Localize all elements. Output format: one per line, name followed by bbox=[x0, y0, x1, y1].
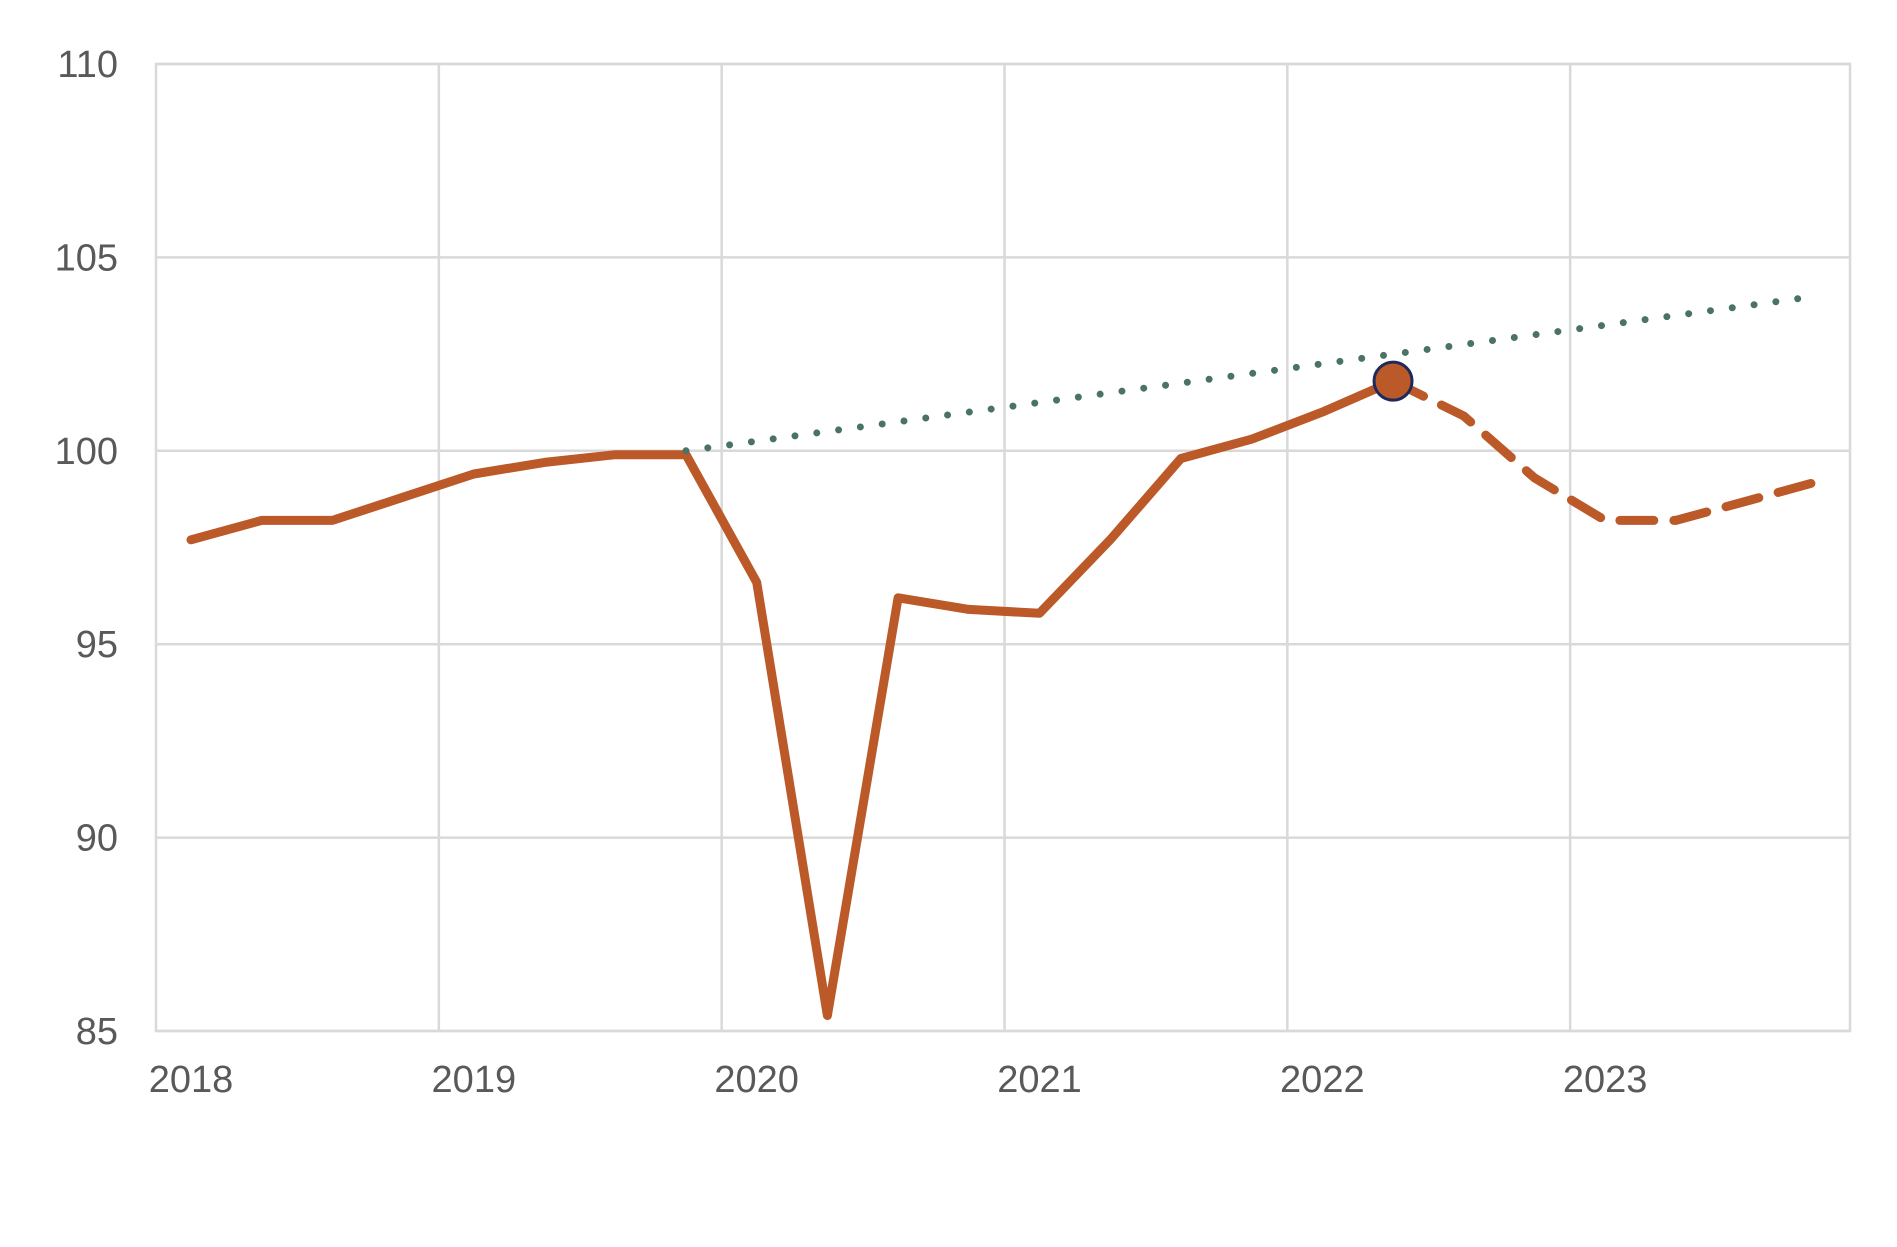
x-tick-label-2021: 2021 bbox=[997, 1059, 1082, 1101]
x-tick-label-2023: 2023 bbox=[1563, 1059, 1648, 1101]
x-tick-label-2020: 2020 bbox=[714, 1059, 799, 1101]
y-tick-label-85: 85 bbox=[76, 1011, 118, 1053]
highlight-point-marker bbox=[1372, 360, 1414, 402]
markers bbox=[1372, 360, 1414, 402]
x-tick-label-2018: 2018 bbox=[149, 1059, 234, 1101]
y-tick-label-95: 95 bbox=[76, 624, 118, 666]
x-tick-label-2022: 2022 bbox=[1280, 1059, 1365, 1101]
series-lines bbox=[186, 292, 1822, 1020]
series-line-dotted bbox=[682, 292, 1821, 455]
series-line-solid bbox=[186, 376, 1398, 1020]
y-axis-tick-labels: 85 90 95 100 105 110 bbox=[55, 44, 118, 1053]
y-tick-label-110: 110 bbox=[57, 44, 118, 86]
x-axis-tick-labels: 2018 2019 2020 2021 2022 2023 bbox=[149, 1059, 1648, 1101]
plot-area-frame bbox=[154, 62, 1852, 1033]
y-tick-label-100: 100 bbox=[55, 431, 118, 473]
y-tick-label-90: 90 bbox=[76, 818, 118, 860]
x-tick-label-2019: 2019 bbox=[432, 1059, 517, 1101]
vertical-gridlines bbox=[437, 64, 1572, 1031]
horizontal-gridlines bbox=[156, 62, 1850, 1033]
y-tick-label-105: 105 bbox=[55, 237, 118, 279]
series-line-dashed bbox=[1388, 376, 1822, 525]
